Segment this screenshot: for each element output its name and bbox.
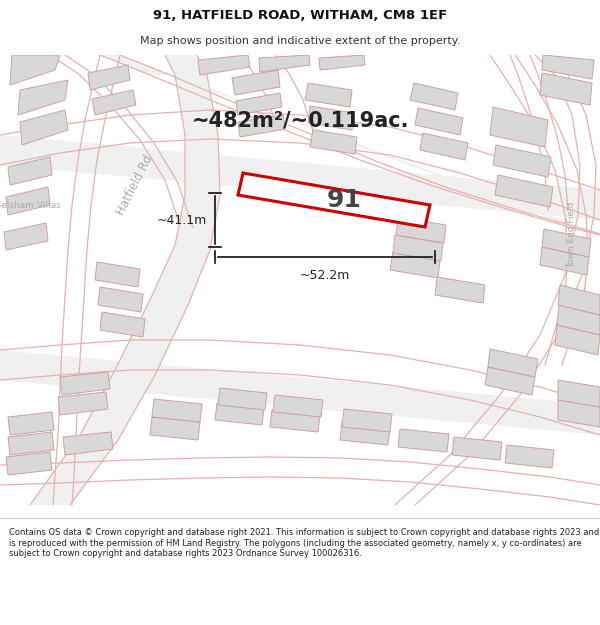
Polygon shape [493, 145, 551, 177]
Polygon shape [342, 409, 392, 432]
Polygon shape [8, 157, 52, 185]
Text: ~482m²/~0.119ac.: ~482m²/~0.119ac. [191, 110, 409, 130]
Polygon shape [310, 130, 357, 154]
Polygon shape [308, 106, 354, 130]
Polygon shape [95, 262, 140, 287]
Polygon shape [558, 400, 600, 427]
Polygon shape [505, 445, 554, 468]
Polygon shape [273, 395, 323, 417]
Polygon shape [10, 55, 60, 85]
Polygon shape [410, 83, 458, 110]
Polygon shape [540, 247, 589, 275]
Polygon shape [198, 55, 250, 75]
Polygon shape [340, 422, 390, 445]
Polygon shape [490, 107, 548, 147]
Polygon shape [6, 452, 52, 475]
Text: 91: 91 [326, 188, 361, 212]
Polygon shape [435, 277, 485, 303]
Polygon shape [420, 133, 468, 160]
Text: Contains OS data © Crown copyright and database right 2021. This information is : Contains OS data © Crown copyright and d… [9, 528, 599, 558]
Polygon shape [555, 325, 600, 355]
Polygon shape [152, 399, 202, 422]
Polygon shape [488, 349, 538, 377]
Text: Hatfield Rd: Hatfield Rd [114, 152, 156, 218]
Polygon shape [396, 217, 446, 243]
Polygon shape [58, 392, 108, 415]
Polygon shape [4, 223, 48, 250]
Polygon shape [0, 135, 600, 220]
Polygon shape [452, 437, 502, 460]
Polygon shape [100, 55, 600, 235]
Text: ~41.1m: ~41.1m [157, 214, 207, 226]
Polygon shape [393, 235, 443, 261]
Polygon shape [542, 55, 594, 79]
Text: Map shows position and indicative extent of the property.: Map shows position and indicative extent… [140, 36, 460, 46]
Polygon shape [238, 115, 285, 137]
Polygon shape [558, 285, 600, 315]
Polygon shape [30, 55, 220, 505]
Polygon shape [558, 380, 600, 407]
Polygon shape [390, 252, 440, 278]
Polygon shape [6, 187, 50, 215]
Polygon shape [215, 403, 264, 425]
Polygon shape [259, 55, 310, 72]
Polygon shape [98, 287, 143, 312]
Polygon shape [60, 372, 110, 395]
Polygon shape [542, 229, 591, 257]
Polygon shape [8, 412, 54, 435]
Polygon shape [398, 429, 449, 452]
Polygon shape [88, 65, 130, 90]
Polygon shape [20, 110, 68, 145]
Polygon shape [0, 350, 600, 435]
Polygon shape [319, 55, 365, 70]
Polygon shape [415, 108, 463, 135]
Text: 91, HATFIELD ROAD, WITHAM, CM8 1EF: 91, HATFIELD ROAD, WITHAM, CM8 1EF [153, 9, 447, 22]
Polygon shape [232, 70, 280, 95]
Polygon shape [540, 73, 592, 105]
Polygon shape [485, 367, 535, 395]
Polygon shape [236, 93, 282, 115]
Polygon shape [305, 83, 352, 107]
Polygon shape [495, 175, 553, 207]
Polygon shape [100, 312, 145, 337]
Polygon shape [92, 90, 136, 115]
Text: Belsham Villas: Belsham Villas [0, 201, 61, 209]
Polygon shape [238, 173, 430, 227]
Polygon shape [63, 432, 113, 455]
Polygon shape [557, 305, 600, 335]
Polygon shape [18, 80, 68, 115]
Polygon shape [8, 432, 54, 455]
Polygon shape [270, 410, 320, 432]
Polygon shape [218, 388, 267, 410]
Polygon shape [150, 417, 200, 440]
Text: Town End Field: Town End Field [568, 202, 577, 268]
Text: ~52.2m: ~52.2m [300, 269, 350, 282]
